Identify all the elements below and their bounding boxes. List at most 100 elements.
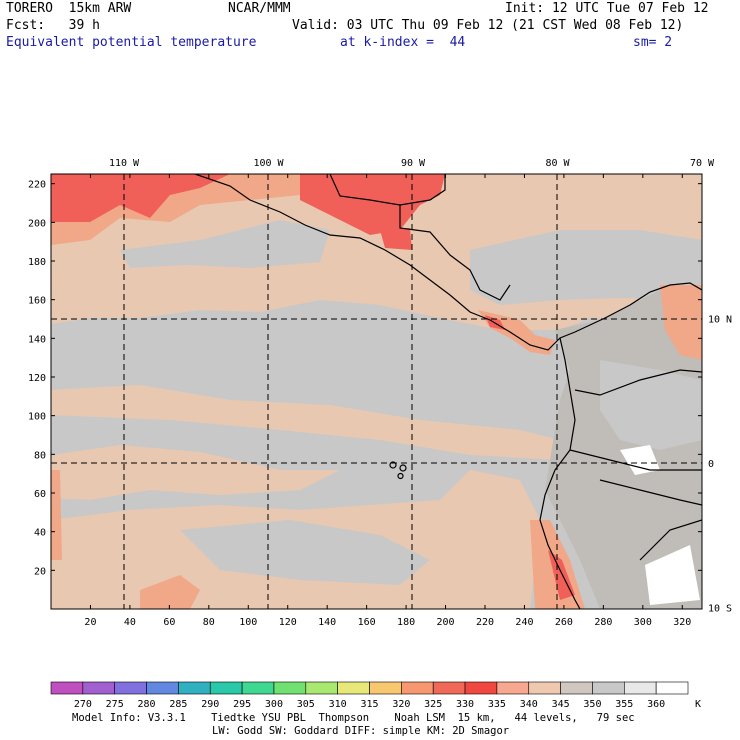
x-tick-label: 140: [318, 617, 336, 628]
plot-frame: [50, 173, 703, 610]
colorbar-swatch: [401, 681, 434, 695]
colorbar-label: 295: [233, 699, 251, 710]
lon-label: 90 W: [401, 158, 426, 169]
smoothing-label: sm= 2: [633, 35, 673, 50]
colorbar-label: 310: [329, 699, 347, 710]
border-5: [639, 519, 702, 561]
axis-ticks: 20 40 60 80 100 120 140 160 180 200 220 240 260 280 30…: [28, 158, 732, 628]
y-tick-label: 220: [28, 180, 46, 191]
colorbar-swatch: [528, 681, 561, 695]
colorbar-label: 280: [138, 699, 156, 710]
colorbar-swatch: [273, 681, 307, 695]
lat-label: 10 S: [708, 604, 732, 615]
x-tick-label: 40: [124, 617, 136, 628]
colorbar-label: 315: [360, 699, 378, 710]
y-tick-label: 140: [28, 334, 46, 345]
colorbar-swatch: [655, 681, 689, 695]
x-tick-label: 300: [634, 617, 652, 628]
colorbar-label: 270: [74, 699, 92, 710]
level-label: at k-index = 44: [340, 35, 466, 50]
colorbar-swatch: [82, 681, 115, 695]
x-tick-label: 120: [279, 617, 297, 628]
x-tick-label: 100: [239, 617, 257, 628]
footer-physics: LW: Godd SW: Goddard DIFF: simple KM: 2D…: [212, 725, 510, 737]
border-1: [399, 205, 511, 301]
colorbar-label: 340: [520, 699, 538, 710]
x-tick-label: 60: [163, 617, 175, 628]
colorbar-swatch: [623, 681, 657, 695]
shade-tan-mid: [51, 385, 560, 460]
x-tick-label: 180: [397, 617, 415, 628]
x-tick-label: 320: [673, 617, 691, 628]
colorbar-label: 275: [106, 699, 124, 710]
shade-gray-ne: [470, 230, 702, 305]
model-title: TORERO 15km ARW: [6, 1, 132, 16]
lon-label: 70 W: [690, 158, 715, 169]
y-tick-label: 120: [28, 373, 46, 384]
x-tick-label: 260: [555, 617, 573, 628]
valid-time: Valid: 03 UTC Thu 09 Feb 12 (21 CST Wed …: [292, 18, 684, 33]
lon-label: 110 W: [109, 158, 140, 169]
colorbar: 270 275 280 285 290 295 300 305 310 315 320 325 330 3…: [50, 681, 701, 710]
graticule: [51, 174, 702, 609]
x-tick-label: 160: [358, 617, 376, 628]
lat-label: 0: [708, 459, 714, 470]
y-tick-label: 40: [34, 528, 46, 539]
shade-gray-south: [180, 520, 430, 585]
shade-salmon-sw: [140, 575, 200, 609]
colorbar-unit: K: [695, 699, 701, 710]
shade-gray-sa: [600, 360, 702, 450]
colorbar-label: 300: [265, 699, 283, 710]
colorbar-label: 290: [201, 699, 219, 710]
coast-south-america: [539, 337, 581, 609]
footer-model-info: Model Info: V3.3.1 Tiedtke YSU PBL Thomp…: [72, 712, 635, 724]
colorbar-label: 330: [456, 699, 474, 710]
shade-red-guatemala: [380, 228, 412, 250]
colorbar-swatch: [560, 681, 593, 695]
x-tick-label: 80: [203, 617, 215, 628]
colorbar-label: 325: [424, 699, 442, 710]
y-tick-label: 180: [28, 257, 46, 268]
shade-red-mexico: [300, 174, 445, 235]
colorbar-swatch: [241, 681, 275, 695]
x-tick-label: 20: [84, 617, 96, 628]
colorbar-swatch: [114, 681, 147, 695]
colorbar-label: 285: [169, 699, 187, 710]
colorbar-swatch: [209, 681, 243, 695]
border-2: [574, 369, 702, 396]
colorbar-swatch: [146, 681, 179, 695]
shade-white-1: [620, 445, 660, 475]
field-shading: [51, 174, 702, 609]
x-tick-label: 200: [437, 617, 455, 628]
lon-label: 100 W: [253, 158, 284, 169]
shade-gray-north: [120, 220, 330, 268]
forecast-hour: Fcst: 39 h: [6, 18, 100, 33]
border-4: [599, 479, 702, 506]
colorbar-swatch: [496, 681, 530, 695]
x-tick-label: 220: [476, 617, 494, 628]
colorbar-swatch: [337, 681, 370, 695]
colorbar-swatch: [305, 681, 338, 695]
colorbar-swatch: [50, 681, 84, 695]
colorbar-swatch: [592, 681, 625, 695]
lat-label: 10 N: [708, 315, 732, 326]
y-tick-label: 200: [28, 218, 46, 229]
coastlines: [194, 174, 702, 609]
colorbar-label: 320: [392, 699, 410, 710]
colorbar-label: 335: [488, 699, 506, 710]
field-name: Equivalent potential temperature: [6, 35, 257, 50]
colorbar-swatch: [432, 681, 466, 695]
colorbar-swatch: [178, 681, 211, 695]
y-tick-label: 20: [34, 566, 46, 577]
y-tick-label: 60: [34, 489, 46, 500]
colorbar-label: 350: [583, 699, 601, 710]
colorbar-swatch: [464, 681, 498, 695]
y-tick-label: 160: [28, 296, 46, 307]
coast-central-america: [194, 174, 702, 351]
colorbar-label: 305: [297, 699, 315, 710]
shade-salmon-ne: [660, 285, 702, 360]
init-time: Init: 12 UTC Tue 07 Feb 12: [505, 1, 709, 16]
colorbar-label: 355: [615, 699, 633, 710]
x-tick-label: 240: [515, 617, 533, 628]
